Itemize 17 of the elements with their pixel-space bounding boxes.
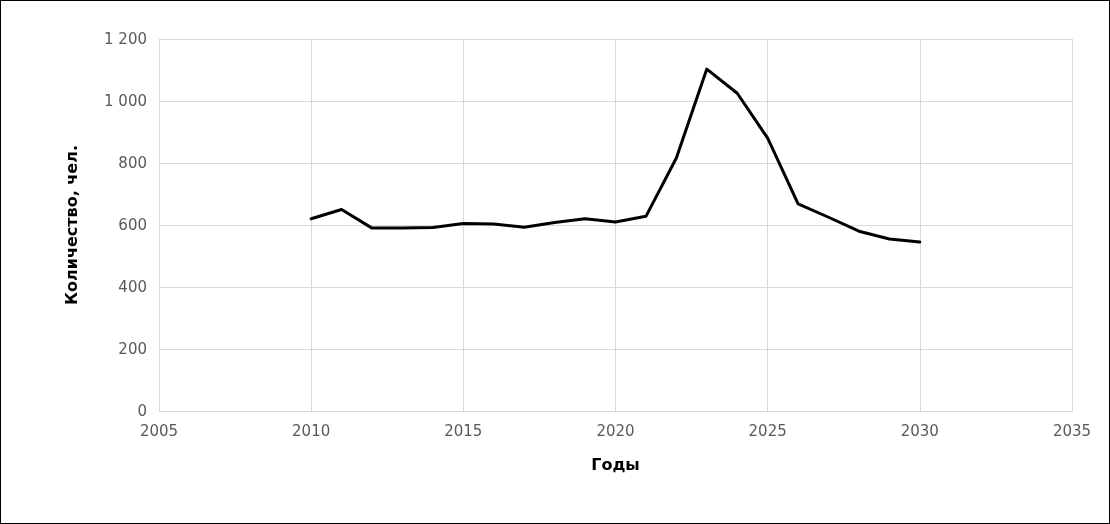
y-tick-label: 400 — [118, 278, 147, 296]
y-tick-label: 1 200 — [104, 30, 147, 48]
line-series — [309, 67, 922, 244]
y-tick-label: 600 — [118, 216, 147, 234]
y-axis-title: Количество, чел. — [61, 145, 81, 305]
x-tick-label: 2030 — [900, 421, 939, 440]
y-tick-label: 1 000 — [104, 92, 147, 110]
x-tick-label: 2035 — [1052, 421, 1092, 440]
y-tick-label: 800 — [118, 154, 147, 172]
x-tick-label: 2005 — [139, 421, 179, 440]
x-tick-label: 2020 — [596, 421, 635, 440]
x-axis-title: Годы — [591, 454, 640, 474]
x-tick-label: 2015 — [444, 421, 483, 440]
y-tick-label: 200 — [118, 340, 147, 358]
x-tick-label: 2010 — [292, 421, 331, 440]
x-tick-label: 2025 — [748, 421, 787, 440]
y-tick-label: 0 — [137, 402, 147, 420]
